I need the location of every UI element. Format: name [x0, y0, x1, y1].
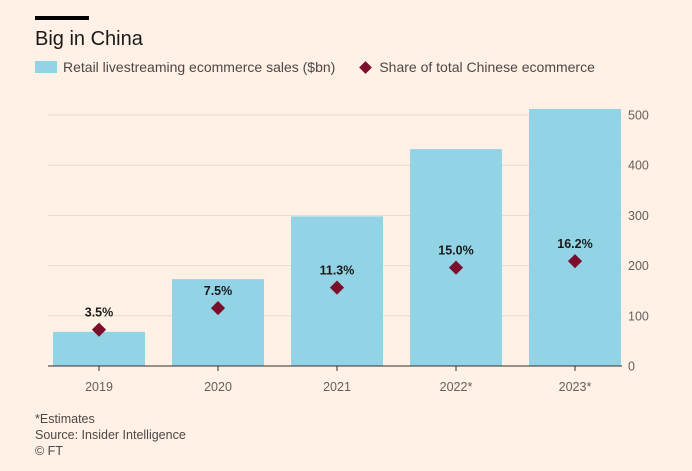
share-label-2020: 7.5% — [204, 284, 233, 298]
legend-bar-swatch — [35, 61, 57, 73]
share-marker-2021 — [329, 280, 345, 295]
x-tick-label-2022: 2022* — [440, 380, 473, 394]
x-tick-label-2020: 2020 — [204, 380, 232, 394]
share-label-2019: 3.5% — [85, 306, 114, 320]
legend-marker-label: Share of total Chinese ecommerce — [379, 59, 595, 75]
legend-bar-label: Retail livestreaming ecommerce sales ($b… — [63, 59, 336, 75]
share-label-2022: 15.0% — [438, 244, 473, 258]
share-label-2021: 11.3% — [320, 264, 355, 278]
x-tick-label-2023: 2023* — [559, 380, 592, 394]
share-marker-2020 — [210, 301, 226, 316]
source-line: Source: Insider Intelligence — [35, 428, 186, 442]
ft-credit: © FT — [35, 444, 63, 458]
share-label-2023: 16.2% — [557, 237, 592, 251]
y-tick-label-0: 0 — [628, 360, 635, 374]
share-marker-2019 — [91, 322, 107, 337]
chart-title: Big in China — [35, 28, 143, 50]
bar-2023 — [529, 108, 621, 366]
y-tick-label-200: 200 — [628, 259, 649, 273]
y-tick-label-400: 400 — [628, 159, 649, 173]
share-marker-2023 — [567, 254, 583, 269]
bar-2019 — [53, 331, 145, 366]
top-rule — [35, 16, 89, 20]
y-tick-label-300: 300 — [628, 209, 649, 223]
bar-2020 — [172, 279, 264, 366]
share-marker-2022 — [448, 260, 464, 275]
x-tick-label-2021: 2021 — [323, 380, 351, 394]
y-tick-label-100: 100 — [628, 309, 649, 323]
footnote: *Estimates — [35, 412, 95, 426]
bar-2022 — [410, 149, 502, 366]
footer: *Estimates Source: Insider Intelligence … — [35, 411, 186, 459]
legend: Retail livestreaming ecommerce sales ($b… — [35, 59, 595, 75]
x-tick-label-2019: 2019 — [85, 380, 113, 394]
y-tick-label-500: 500 — [628, 109, 649, 123]
